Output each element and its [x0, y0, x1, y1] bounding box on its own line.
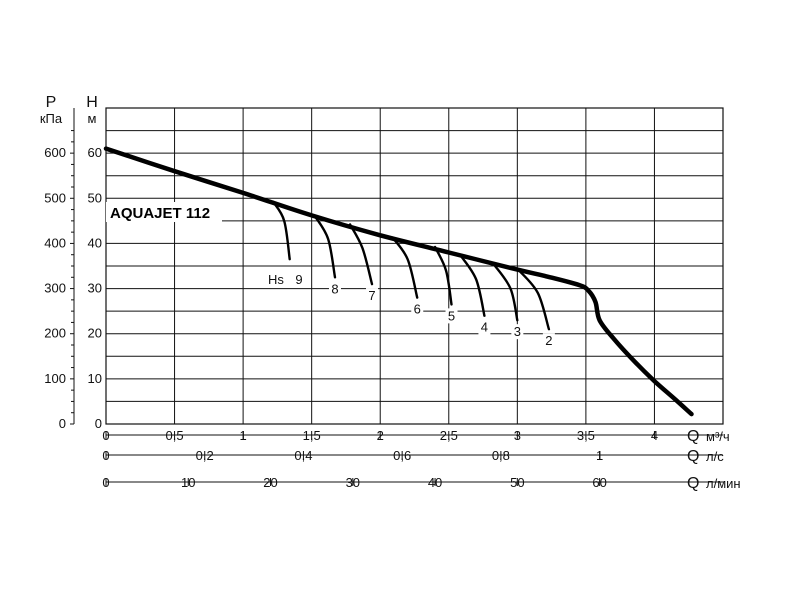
x-axis-tick-label: 0,5 [166, 428, 184, 443]
suction-curve-7 [348, 223, 374, 286]
x-axis-tick-label: 0,4 [294, 448, 312, 463]
suction-curve-label-3: 3 [514, 324, 521, 339]
x-axis-tick-label: 0 [102, 448, 109, 463]
hs-label: Hs [268, 272, 284, 287]
y-right-unit: м [88, 111, 97, 126]
y-right-tick-label: 60 [88, 145, 102, 160]
suction-curve-2 [517, 268, 551, 331]
suction-curve-5 [433, 245, 453, 306]
plot-frame [105, 107, 724, 425]
y-right-symbol: H [86, 94, 98, 111]
x-axis-tick-label: 0,2 [196, 448, 214, 463]
y-axis-left: 0 100 200 300 400 500 600 [44, 108, 75, 431]
suction-curve-label-4: 4 [481, 320, 488, 335]
y-axis-right: 0 10 20 30 40 50 60 [88, 145, 102, 431]
y-right-tick-label: 40 [88, 235, 102, 250]
y-left-tick-label: 600 [44, 145, 66, 160]
y-right-tick-label: 0 [95, 416, 102, 431]
x-axis-unit: м³/ч [706, 429, 730, 444]
x-axis-tick-label: 2,5 [440, 428, 458, 443]
suction-label-background [328, 281, 341, 297]
x-axis-tick-label: 0 [102, 428, 109, 443]
model-label: AQUAJET 112 [110, 205, 210, 222]
suction-label-background [511, 324, 524, 340]
x-axis-tick-label: 3,5 [577, 428, 595, 443]
suction-curve-6 [391, 236, 419, 299]
x-axis-tick-label: 0 [102, 475, 109, 490]
x-axis-tick-label: 3 [514, 428, 521, 443]
x-axis-tick-label: 50 [510, 475, 524, 490]
x-axis-symbol: Q [687, 448, 699, 465]
x-axis-tick-label: 1 [596, 448, 603, 463]
x-axis-tick-label: 0,8 [492, 448, 510, 463]
x-axis-tick-label: 40 [428, 475, 442, 490]
suction-curve-label-9: 9 [295, 272, 302, 287]
y-left-tick-label: 300 [44, 281, 66, 296]
x-axis-tick-label: 1,5 [303, 428, 321, 443]
suction-curve-label-2: 2 [545, 333, 552, 348]
suction-label-background [411, 301, 424, 317]
x-axis-symbol: Q [687, 428, 699, 445]
suction-curve-4 [459, 254, 486, 317]
y-left-tick-label: 200 [44, 326, 66, 341]
suction-curve-9 [272, 200, 291, 261]
suction-curve-label-8: 8 [331, 281, 338, 296]
y-left-symbol: P [46, 94, 57, 111]
x-axis-symbol: Q [687, 475, 699, 492]
suction-curve-label-7: 7 [368, 288, 375, 303]
suction-label-background [542, 333, 555, 349]
y-left-tick-label: 500 [44, 190, 66, 205]
suction-curve-label-6: 6 [414, 302, 421, 317]
x-axis-tick-label: 60 [592, 475, 606, 490]
suction-label-background [445, 308, 458, 324]
x-axis-unit: л/с [706, 449, 724, 464]
suction-label-background [264, 270, 308, 285]
x-axis-tick-label: 2 [377, 428, 384, 443]
x-axis-unit: л/мин [706, 476, 741, 491]
x-axis-tick-label: 1 [239, 428, 246, 443]
suction-label-background [365, 288, 378, 304]
suction-curve-8 [313, 214, 337, 279]
y-left-tick-label: 100 [44, 371, 66, 386]
plot-border [105, 107, 724, 425]
suction-label-background [478, 319, 491, 335]
suction-curve-3 [492, 263, 519, 322]
y-right-tick-label: 50 [88, 190, 102, 205]
y-right-tick-label: 30 [88, 281, 102, 296]
x-axis-tick-label: 10 [181, 475, 195, 490]
y-left-tick-label: 400 [44, 235, 66, 250]
suction-curve-label-5: 5 [448, 308, 455, 323]
x-axis-tick-label: 20 [263, 475, 277, 490]
model-label-background [106, 202, 222, 222]
x-axis-tick-label: 30 [346, 475, 360, 490]
y-left-unit: кПа [40, 111, 63, 126]
curves: 9 8 7 6 5 4 3 2 [103, 146, 694, 417]
x-axis-tick-label: 4 [651, 428, 658, 443]
x-axis-tick-label: 0,6 [393, 448, 411, 463]
main-pump-curve [103, 146, 694, 417]
y-left-tick-label: 0 [59, 416, 66, 431]
y-right-tick-label: 20 [88, 326, 102, 341]
y-right-tick-label: 10 [88, 371, 102, 386]
